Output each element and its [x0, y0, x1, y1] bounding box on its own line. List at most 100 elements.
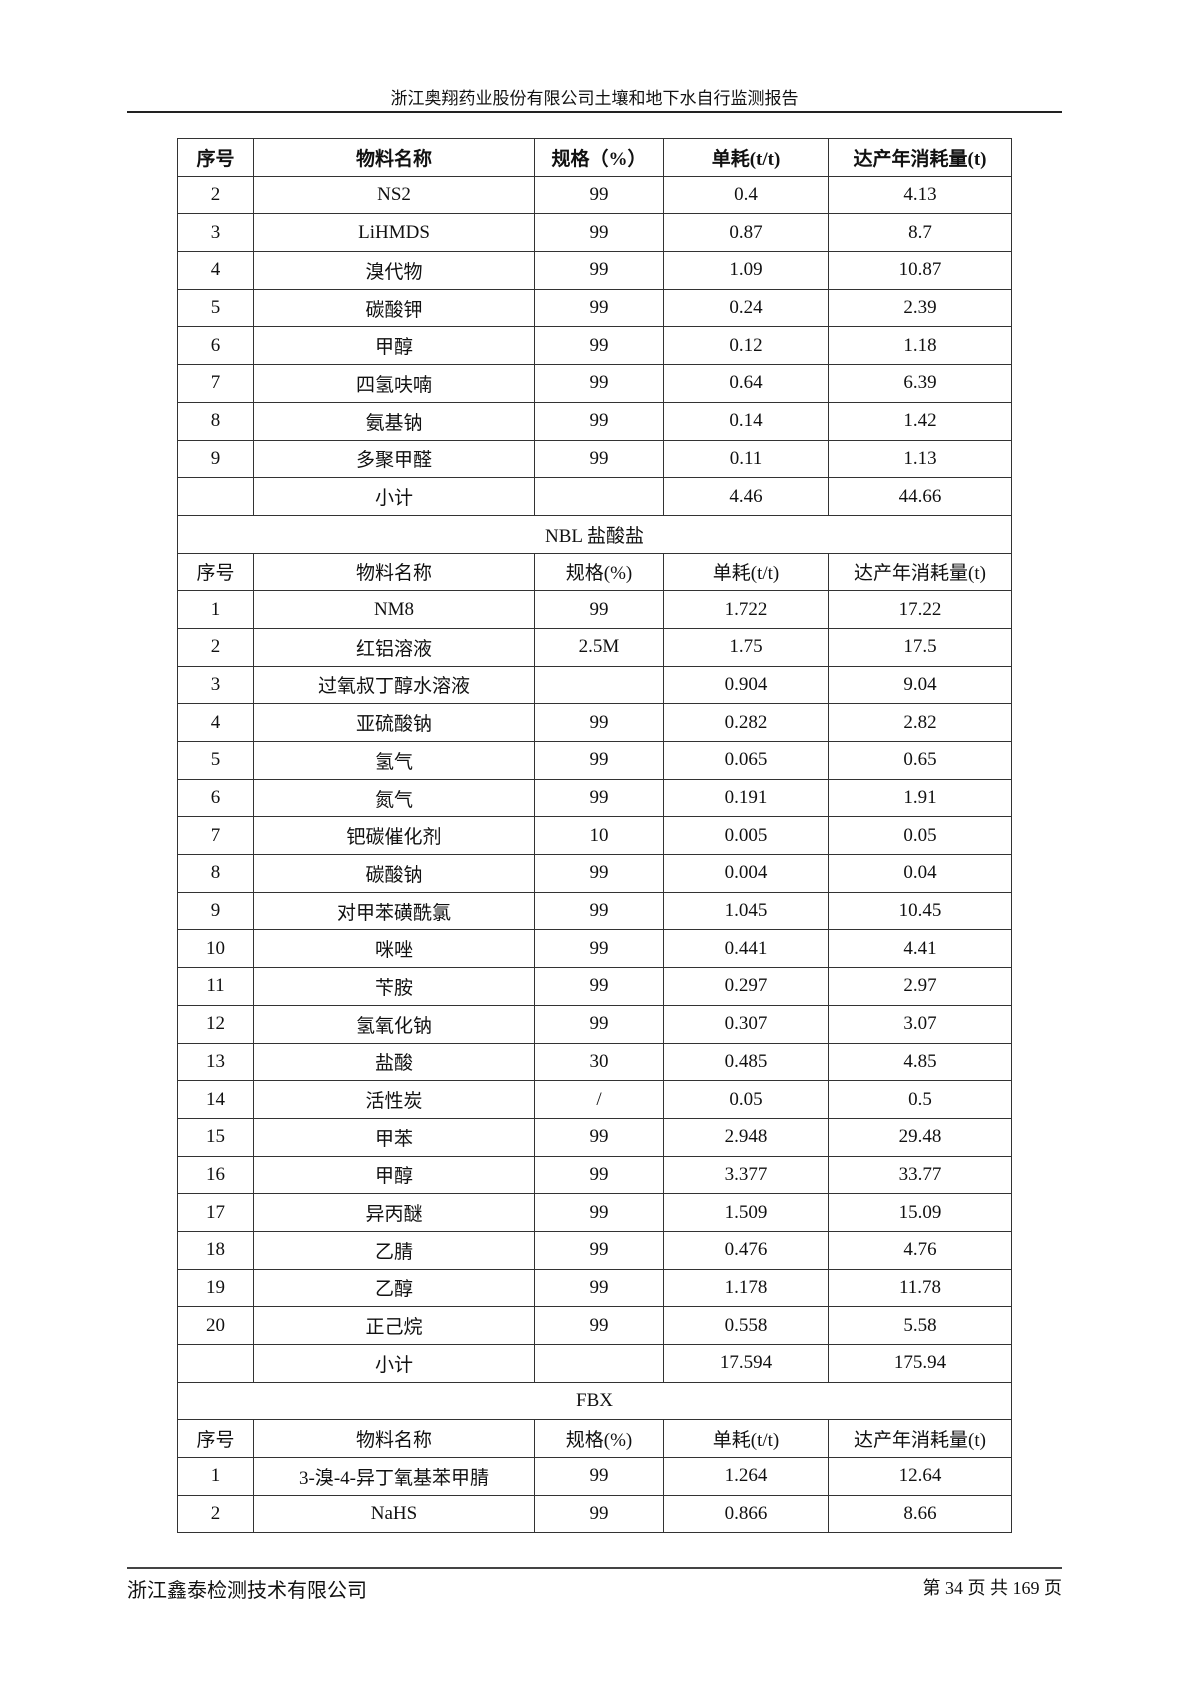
table-cell — [177, 477, 254, 516]
table-cell: 12 — [177, 1004, 254, 1044]
table-row: 8 碳酸钠 99 0.004 0.04 — [177, 854, 1012, 893]
table-cell: 氨基钠 — [253, 401, 535, 441]
table-cell: 1.722 — [663, 590, 829, 629]
table-cell: 甲苯 — [253, 1117, 535, 1157]
table-cell: 0.485 — [663, 1042, 829, 1082]
table-cell: 99 — [534, 326, 664, 366]
table-cell: 99 — [534, 703, 664, 742]
table-cell: 13 — [177, 1042, 254, 1082]
table-cell: 33.77 — [828, 1155, 1012, 1195]
table-header-row: 序号 物料名称 规格(%) 单耗(t/t) 达产年消耗量(t) — [177, 552, 1012, 592]
table-cell: 15 — [177, 1117, 254, 1157]
table-cell: 氢氧化钠 — [253, 1004, 535, 1044]
table-cell: 0.5 — [828, 1080, 1012, 1119]
table-cell: 0.297 — [663, 967, 829, 1006]
table-cell: NS2 — [253, 175, 535, 215]
table-row: 7 四氢呋喃 99 0.64 6.39 — [177, 364, 1012, 403]
table-header-row: 序号 物料名称 规格(%) 单耗(t/t) 达产年消耗量(t) — [177, 1419, 1012, 1459]
table-row: 15 甲苯 99 2.948 29.48 — [177, 1117, 1012, 1157]
table-cell — [177, 1344, 254, 1383]
footer-page-number: 第 34 页 共 169 页 — [922, 1578, 1063, 1598]
table-cell: 175.94 — [828, 1344, 1012, 1383]
table-row: 4 溴代物 99 1.09 10.87 — [177, 251, 1012, 290]
table-cell: 物料名称 — [253, 138, 535, 177]
table-cell: 物料名称 — [253, 1419, 535, 1459]
table-cell: 12.64 — [828, 1457, 1012, 1496]
section-title-row: NBL 盐酸盐 — [177, 514, 1012, 554]
table-cell: 99 — [534, 1306, 664, 1345]
table-cell: 碳酸钠 — [253, 854, 535, 893]
table-cell: 6.39 — [828, 364, 1012, 403]
table-cell: 规格(%) — [534, 552, 664, 592]
table-cell: 盐酸 — [253, 1042, 535, 1082]
table-cell: 17 — [177, 1193, 254, 1232]
table-cell: NaHS — [253, 1494, 535, 1534]
table-cell: 0.05 — [828, 816, 1012, 856]
table-cell: 10 — [177, 929, 254, 969]
table-cell: LiHMDS — [253, 213, 535, 253]
footer-company: 浙江鑫泰检测技术有限公司 — [127, 1580, 367, 1602]
table-cell: 99 — [534, 1230, 664, 1270]
table-cell: 0.282 — [663, 703, 829, 742]
table-cell: 氮气 — [253, 778, 535, 818]
table-cell: 30 — [534, 1042, 664, 1082]
table-cell: 苄胺 — [253, 967, 535, 1006]
table-cell: 5 — [177, 288, 254, 328]
table-cell: 乙腈 — [253, 1230, 535, 1270]
table-cell: 0.866 — [663, 1494, 829, 1534]
table-cell: 0.065 — [663, 741, 829, 780]
table-cell: 钯碳催化剂 — [253, 816, 535, 856]
table-cell: 20 — [177, 1306, 254, 1345]
table-cell: 过氧叔丁醇水溶液 — [253, 665, 535, 705]
table-cell: 正己烷 — [253, 1306, 535, 1345]
table-cell: 4.41 — [828, 929, 1012, 969]
table-row: 19 乙醇 99 1.178 11.78 — [177, 1268, 1012, 1308]
table-cell: 乙醇 — [253, 1268, 535, 1308]
table-cell: 2.5M — [534, 627, 664, 667]
table-cell: 5.58 — [828, 1306, 1012, 1345]
table-cell: 11 — [177, 967, 254, 1006]
table-row: 11 苄胺 99 0.297 2.97 — [177, 967, 1012, 1006]
header-divider — [127, 111, 1062, 113]
table-row: 14 活性炭/0.05 0.5 — [177, 1080, 1012, 1119]
table-cell: 2.97 — [828, 967, 1012, 1006]
table-cell: 小计 — [253, 477, 535, 516]
table-cell: 5 — [177, 741, 254, 780]
table-row: 1 3-溴-4-异丁氧基苯甲腈 99 1.264 12.64 — [177, 1457, 1012, 1496]
table-cell: 44.66 — [828, 477, 1012, 516]
table-cell: 99 — [534, 288, 664, 328]
table-cell: 8.7 — [828, 213, 1012, 253]
table-cell: 碳酸钾 — [253, 288, 535, 328]
table-cell: 99 — [534, 213, 664, 253]
table-cell: 0.558 — [663, 1306, 829, 1345]
table-cell: 99 — [534, 1004, 664, 1044]
table-cell: 99 — [534, 929, 664, 969]
table-cell: 16 — [177, 1155, 254, 1195]
table-row: 小计 17.594 175.94 — [177, 1344, 1012, 1383]
table-cell: 99 — [534, 1457, 664, 1496]
table-cell — [534, 477, 664, 516]
table-row: 6 甲醇 99 0.12 1.18 — [177, 326, 1012, 366]
table-header-row: 序号 物料名称 规格（%） 单耗(t/t) 达产年消耗量(t) — [177, 138, 1012, 177]
table-row: 12 氢氧化钠 99 0.307 3.07 — [177, 1004, 1012, 1044]
table-cell: 7 — [177, 816, 254, 856]
table-row: 8 氨基钠 99 0.14 1.42 — [177, 401, 1012, 441]
table-cell: 99 — [534, 251, 664, 290]
table-cell: 3-溴-4-异丁氧基苯甲腈 — [253, 1457, 535, 1496]
table-cell: 红铝溶液 — [253, 627, 535, 667]
table-cell: 0.87 — [663, 213, 829, 253]
table-cell: 3.377 — [663, 1155, 829, 1195]
table-cell: 单耗(t/t) — [663, 552, 829, 592]
table-row: 10 咪唑 99 0.441 4.41 — [177, 929, 1012, 969]
table-cell: 0.24 — [663, 288, 829, 328]
table-row: 2 NaHS 99 0.866 8.66 — [177, 1494, 1012, 1534]
table-cell: 3 — [177, 213, 254, 253]
table-cell: 对甲苯磺酰氯 — [253, 891, 535, 931]
table-cell: 17.594 — [663, 1344, 829, 1383]
table-cell: 15.09 — [828, 1193, 1012, 1232]
table-cell: 0.904 — [663, 665, 829, 705]
table-row: 17 异丙醚 99 1.509 15.09 — [177, 1193, 1012, 1232]
materials-table: 序号 物料名称 规格（%） 单耗(t/t) 达产年消耗量(t) 2 NS2 99 0.4 4.13… — [177, 138, 1012, 1534]
table-row: 3 LiHMDS 99 0.87 8.7 — [177, 213, 1012, 253]
table-cell: 0.004 — [663, 854, 829, 893]
